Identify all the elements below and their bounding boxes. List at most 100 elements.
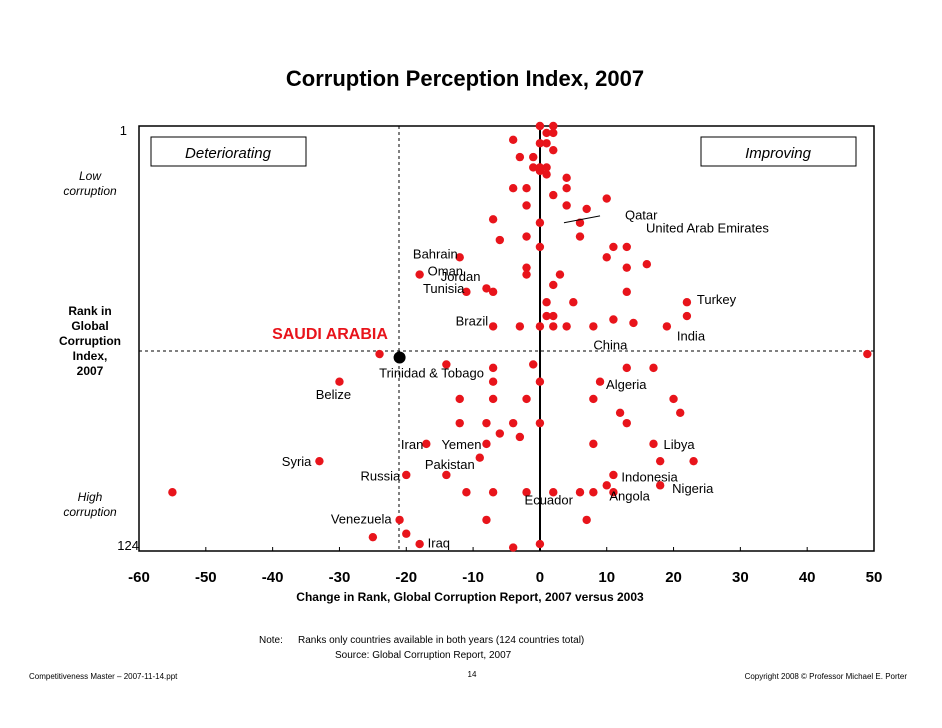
- data-point: [475, 453, 484, 462]
- data-point: [482, 284, 491, 293]
- data-point: [629, 318, 638, 328]
- country-label: Pakistan: [425, 457, 475, 472]
- data-point: [442, 360, 451, 369]
- data-point: [462, 287, 471, 297]
- data-point: [522, 201, 531, 210]
- data-point: [495, 429, 505, 438]
- x-axis-ticks: -60 -50 -40 -30 -20 -10 0 10 20 30 40 50: [128, 547, 882, 586]
- data-point: [488, 394, 498, 404]
- data-point: [515, 432, 525, 442]
- data-point: [508, 543, 518, 552]
- data-point: [689, 456, 698, 466]
- data-point: [535, 139, 545, 148]
- data-point: [488, 488, 498, 497]
- data-point: [455, 394, 464, 404]
- data-point: [335, 377, 344, 386]
- data-point: [495, 235, 505, 245]
- data-point: [549, 121, 558, 131]
- data-point: [549, 280, 558, 290]
- data-point: [589, 439, 598, 449]
- country-label: Ecuador: [525, 492, 574, 507]
- x-tick-label: -10: [462, 569, 484, 586]
- data-point: [549, 311, 558, 321]
- source-text: Source: Global Corruption Report, 2007: [335, 650, 512, 661]
- data-point: [368, 532, 378, 542]
- data-point: [575, 218, 585, 227]
- country-label: Yemen: [441, 437, 481, 452]
- data-point: [488, 377, 498, 386]
- data-point: [549, 488, 558, 497]
- x-tick-label: -30: [329, 569, 351, 586]
- data-point: [535, 418, 545, 428]
- x-tick-label: -50: [195, 569, 217, 586]
- data-point: [575, 488, 585, 497]
- data-point: [589, 488, 598, 497]
- country-label: Libya: [664, 437, 696, 452]
- country-label: Russia: [361, 468, 402, 483]
- data-point: [515, 322, 525, 331]
- saudi-arabia-label: SAUDI ARABIA: [272, 326, 388, 343]
- x-tick-label: 20: [665, 569, 682, 586]
- high-corruption-label: High corruption: [63, 490, 117, 519]
- data-point: [662, 322, 672, 331]
- data-point: [522, 394, 531, 404]
- data-point: [315, 456, 324, 466]
- data-point: [549, 128, 558, 138]
- qatar-leader-line: [563, 215, 601, 224]
- y-axis-title: Rank in Global Corruption Index, 2007: [59, 304, 121, 378]
- data-point: [676, 408, 685, 417]
- data-point: [609, 470, 618, 480]
- country-label: Iran: [401, 437, 423, 452]
- data-point: [488, 363, 498, 373]
- data-point: [529, 360, 538, 369]
- x-tick-label: 10: [598, 569, 615, 586]
- page-number: 14: [468, 670, 477, 679]
- data-point: [615, 408, 625, 417]
- improving-box: [700, 136, 857, 167]
- country-label: Bahrain: [413, 246, 458, 261]
- data-point: [395, 515, 404, 525]
- note-text: Ranks only countries available in both y…: [298, 635, 584, 646]
- data-point: [549, 322, 558, 331]
- country-label: Oman: [428, 264, 463, 279]
- data-point: [589, 394, 598, 404]
- data-point: [462, 488, 471, 497]
- country-label: Trinidad & Tobago: [379, 366, 484, 381]
- data-point: [422, 439, 431, 449]
- chart-title: Corruption Perception Index, 2007: [286, 66, 644, 91]
- plot-frame: [138, 125, 875, 552]
- data-point: [415, 539, 424, 549]
- x-axis-title: Change in Rank, Global Corruption Report…: [296, 590, 644, 604]
- data-point: [522, 183, 531, 193]
- country-label: Tunisia: [423, 281, 465, 296]
- data-point: [535, 121, 545, 131]
- data-point: [535, 166, 545, 176]
- data-point: [582, 204, 591, 214]
- x-tick-label: 0: [536, 569, 544, 586]
- country-label: Jordan: [441, 269, 481, 284]
- data-point: [649, 439, 658, 449]
- country-label: Syria: [282, 454, 312, 469]
- data-point: [649, 363, 658, 373]
- data-point: [542, 170, 551, 179]
- y-top-label: 1: [120, 123, 127, 138]
- data-point: [589, 322, 598, 331]
- data-point: [508, 135, 518, 145]
- data-point: [542, 139, 551, 148]
- data-point: [482, 439, 491, 449]
- data-point: [622, 242, 631, 252]
- data-point: [682, 311, 692, 321]
- country-label: Venezuela: [331, 511, 392, 526]
- data-point: [535, 242, 545, 252]
- country-label: Belize: [316, 387, 351, 402]
- data-point: [642, 260, 652, 269]
- data-point: [488, 215, 498, 224]
- data-point: [488, 287, 498, 297]
- data-point: [529, 163, 538, 172]
- data-point: [863, 349, 872, 359]
- data-point: [562, 322, 571, 331]
- data-point: [549, 145, 558, 155]
- data-point: [415, 270, 424, 279]
- data-point: [542, 163, 551, 172]
